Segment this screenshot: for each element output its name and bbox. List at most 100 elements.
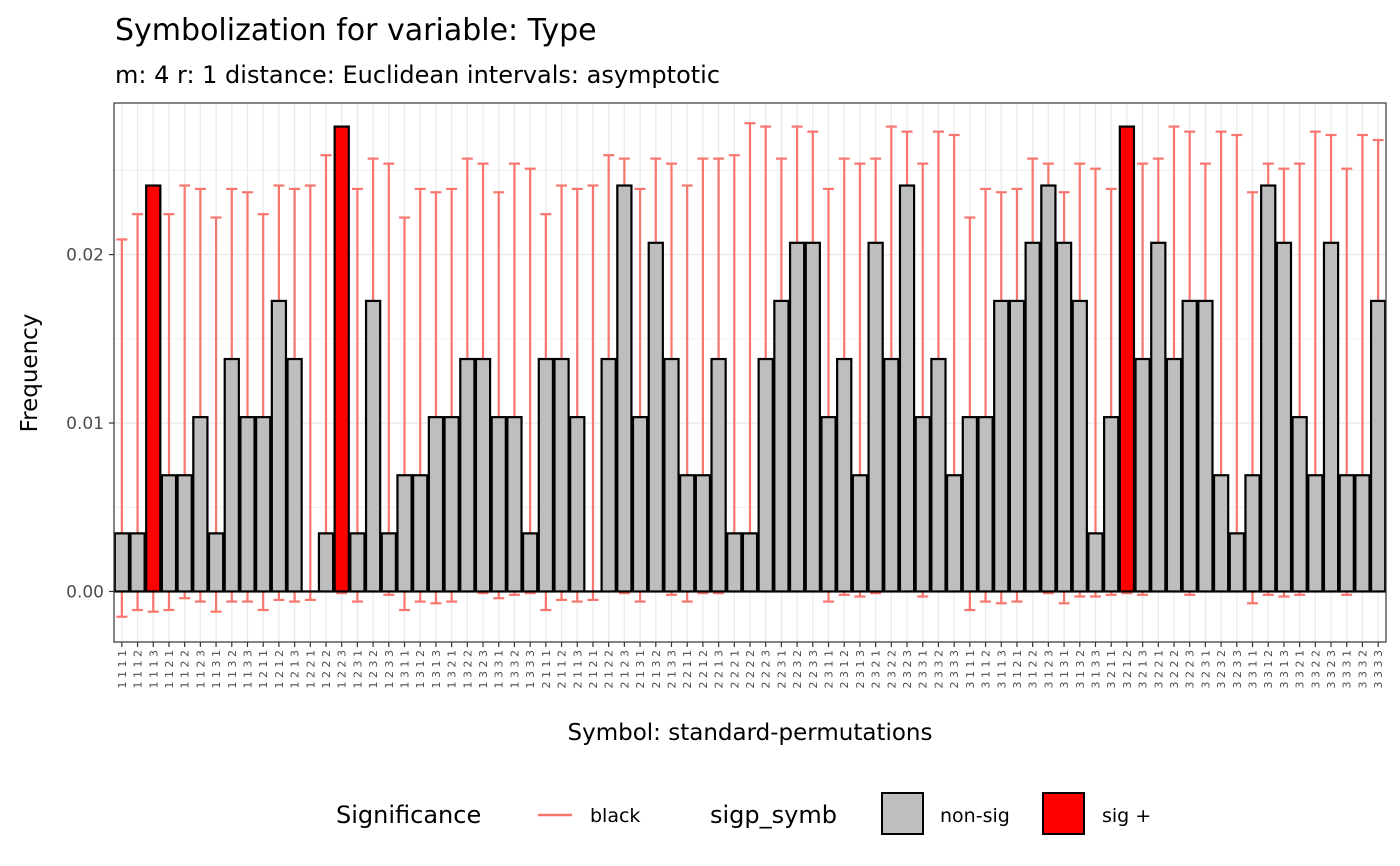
bar xyxy=(930,357,947,593)
y-axis-ticks: 0.00 0.01 0.02 xyxy=(66,246,114,602)
bar xyxy=(820,416,837,593)
y-tick-label: 0.02 xyxy=(66,246,104,266)
x-tick-label: 2 1 2 2 xyxy=(603,650,616,688)
bar xyxy=(286,357,303,593)
x-tick-label: 3 1 2 2 xyxy=(1027,650,1040,688)
bar xyxy=(867,241,884,593)
bar-sig xyxy=(145,184,162,593)
bar xyxy=(1338,474,1355,593)
bar xyxy=(1103,416,1120,593)
bar xyxy=(160,474,178,593)
bar xyxy=(412,474,429,593)
bar xyxy=(427,416,445,593)
bar xyxy=(773,299,790,593)
bar xyxy=(553,357,570,593)
bar xyxy=(506,416,523,593)
x-tick-label: 2 3 1 1 xyxy=(823,650,836,688)
bars xyxy=(113,125,1387,593)
x-tick-label: 2 1 1 1 xyxy=(540,650,553,688)
bar xyxy=(1354,474,1371,593)
x-tick-label: 3 2 1 3 xyxy=(1137,650,1150,688)
bar xyxy=(255,416,272,593)
x-tick-label: 3 2 3 2 xyxy=(1215,650,1228,688)
x-tick-label: 3 1 3 2 xyxy=(1074,650,1087,688)
legend: Significance black sigp_symb non-sig sig… xyxy=(336,792,1151,835)
error-bar xyxy=(383,162,395,596)
bar xyxy=(961,416,979,593)
x-tick-label: 2 3 2 3 xyxy=(901,650,914,688)
x-tick-label: 1 3 1 3 xyxy=(430,650,443,688)
bar xyxy=(192,416,209,593)
x-tick-label: 3 1 1 2 xyxy=(980,650,993,688)
x-tick-label: 1 3 3 3 xyxy=(524,650,537,688)
bar xyxy=(600,357,617,593)
error-bar xyxy=(587,184,599,601)
bar xyxy=(710,357,727,593)
bar xyxy=(223,357,240,593)
x-tick-label: 1 2 3 1 xyxy=(351,650,364,688)
x-tick-label: 2 1 1 3 xyxy=(571,650,584,688)
x-tick-label: 2 3 1 2 xyxy=(838,650,851,688)
bar xyxy=(945,474,963,593)
x-tick-label: 3 1 1 3 xyxy=(995,650,1008,688)
x-tick-label: 2 2 1 2 xyxy=(697,650,710,688)
x-tick-label: 2 3 2 1 xyxy=(870,650,883,688)
y-tick-label: 0.01 xyxy=(66,414,104,434)
bar xyxy=(1008,299,1026,593)
bar xyxy=(443,416,460,593)
x-tick-label: 1 3 2 2 xyxy=(461,650,474,688)
bar xyxy=(317,532,335,593)
x-tick-label: 2 2 3 2 xyxy=(791,650,804,688)
bar-sig xyxy=(1118,125,1136,593)
bar xyxy=(977,416,994,593)
x-tick-label: 2 3 3 2 xyxy=(932,650,945,688)
chart-subtitle: m: 4 r: 1 distance: Euclidean intervals:… xyxy=(115,61,720,89)
bar xyxy=(804,241,821,593)
x-tick-label: 2 3 3 3 xyxy=(948,650,961,688)
bar xyxy=(1181,299,1198,593)
bar xyxy=(741,532,759,593)
bar xyxy=(726,532,743,593)
legend-errorbar-title: Significance xyxy=(336,801,481,829)
bar xyxy=(1260,184,1277,593)
x-tick-label: 3 2 3 1 xyxy=(1199,650,1212,688)
bar xyxy=(1197,299,1214,593)
bar xyxy=(207,532,225,593)
x-tick-label: 3 3 1 2 xyxy=(1262,650,1275,688)
bar xyxy=(1307,474,1324,593)
x-tick-label: 1 3 3 2 xyxy=(508,650,521,688)
bar xyxy=(474,357,492,593)
x-tick-label: 1 1 2 3 xyxy=(194,650,207,688)
x-tick-label: 3 3 2 1 xyxy=(1294,650,1307,688)
bar xyxy=(569,416,586,593)
x-tick-label: 3 2 2 3 xyxy=(1184,650,1197,688)
error-bar xyxy=(304,184,316,601)
x-tick-label: 2 2 3 3 xyxy=(807,650,820,688)
bar xyxy=(616,184,633,593)
x-tick-label: 2 1 2 3 xyxy=(618,650,631,688)
x-tick-label: 3 3 3 1 xyxy=(1341,650,1354,688)
x-tick-label: 2 2 2 2 xyxy=(744,650,757,688)
bar xyxy=(270,299,288,593)
bar xyxy=(537,357,555,593)
x-tick-label: 3 2 1 1 xyxy=(1105,650,1118,688)
bar xyxy=(1087,532,1104,593)
x-tick-label: 3 3 3 2 xyxy=(1356,650,1369,688)
x-tick-label: 3 1 3 3 xyxy=(1089,650,1102,688)
chart-title: Symbolization for variable: Type xyxy=(115,13,597,48)
x-tick-label: 1 1 3 3 xyxy=(241,650,254,688)
bar xyxy=(1275,241,1293,593)
x-tick-label: 2 1 3 3 xyxy=(665,650,678,688)
bar xyxy=(1134,357,1151,593)
bar xyxy=(1055,241,1073,593)
x-tick-label: 3 1 2 3 xyxy=(1042,650,1055,688)
bar xyxy=(836,357,853,593)
bar xyxy=(851,474,869,593)
x-tick-label: 2 3 1 3 xyxy=(854,650,867,688)
x-tick-label: 2 2 1 1 xyxy=(681,650,694,688)
bar xyxy=(1040,184,1057,593)
bar xyxy=(1228,532,1245,593)
x-tick-label: 3 3 2 3 xyxy=(1325,650,1338,688)
bar xyxy=(1150,241,1167,593)
bar xyxy=(1024,241,1041,593)
